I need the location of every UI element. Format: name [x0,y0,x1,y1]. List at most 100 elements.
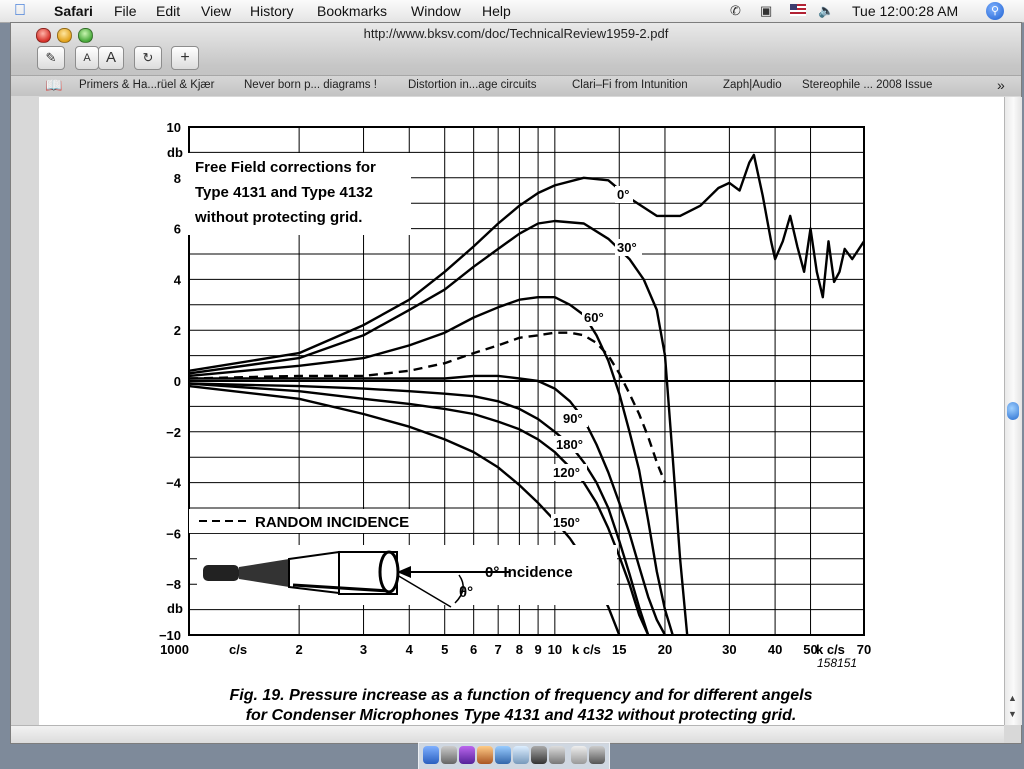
preferences-dock-icon[interactable] [549,746,565,764]
incidence-label: 0° Incidence [485,564,573,581]
document-dock-icon[interactable] [571,746,587,764]
vertical-scrollbar[interactable]: ▲ ▼ [1004,97,1022,725]
menu-edit[interactable]: Edit [156,3,181,19]
legend-random-incidence: RANDOM INCIDENCE [255,514,409,531]
finder-dock-icon[interactable] [423,746,439,764]
menu-window[interactable]: Window [411,3,461,19]
bookmark-item[interactable]: Distortion in...age circuits [408,79,537,91]
x-tick-label: 70 [857,642,871,657]
title-bar[interactable]: http://www.bksv.com/doc/TechnicalReview1… [11,23,1021,96]
x-tick-label: 30 [722,642,736,657]
y-tick-label: 10 [167,120,181,135]
series-line [188,331,667,484]
annotation-line-2: Type 4131 and Type 4132 [195,184,373,201]
itunes-dock-icon[interactable] [459,746,475,764]
series-line [188,153,866,372]
x-tick-label: 7 [495,642,502,657]
add-bookmark-button[interactable]: + [171,46,199,70]
caption-line-1: Fig. 19. Pressure increase as a function… [230,687,813,704]
series-label: 120° [553,465,580,480]
apple-menu-icon[interactable]:  [14,2,26,20]
menubar-clock[interactable]: Tue 12:00:28 AM [852,3,959,19]
app-dock-icon[interactable] [531,746,547,764]
series-line [188,295,674,636]
dock [418,742,610,769]
zoom-window-button[interactable] [78,28,93,43]
series-line [188,219,689,636]
microphone-illustration [197,545,617,608]
pdf-content[interactable]: −10 −8 −6 −4 −2 0 2 4 6 8 10 1000 2 3 4 5 6 7 8 9 10 15 20 30 4… [39,97,1004,725]
display-icon[interactable]: ▣ [760,3,773,18]
bookmarks-overflow-chevron-icon[interactable]: » [997,77,1005,93]
flag-icon[interactable] [790,3,806,18]
bookmarks-book-icon[interactable]: 📖 [45,77,63,93]
menu-file[interactable]: File [114,3,137,19]
bookmark-item[interactable]: Zaph|Audio [723,79,782,91]
x-tick-label: 4 [406,642,414,657]
theta-label: θ° [459,584,473,601]
series-label-bg [551,514,587,531]
x-tick-label: 20 [658,642,672,657]
annotation-line-1: Free Field corrections for [195,159,376,176]
x-unit-label-mid: k c/s [572,642,601,657]
bookmark-item[interactable]: Clari–Fi from Intunition [572,79,688,91]
bookmark-item[interactable]: Stereophile ... 2008 Issue [802,79,933,91]
chart-series: 0° 30° 60° 90° 180° 120° 150° [188,153,866,636]
bookmark-item[interactable]: Never born p... diagrams ! [244,79,377,91]
x-tick-label: 2 [296,642,303,657]
series-label-bg [615,239,642,256]
trash-dock-icon[interactable] [589,746,605,764]
figure-id-label: 158151 [817,656,857,670]
scroll-up-arrow-icon[interactable]: ▲ [1008,693,1017,703]
y-tick-label: 8 [174,171,181,186]
bookmarks-bar: 📖 Primers & Ha...rüel & Kjær Never born … [11,75,1021,96]
mail-dock-icon[interactable] [495,746,511,764]
series-label-bg [582,309,609,326]
text-smaller-button[interactable]: A [75,46,99,70]
y-tick-label: −10 [159,628,181,643]
series-label-bg [551,464,587,481]
spotlight-search-icon[interactable]: ⚲ [986,2,1004,20]
x-tick-label: 10 [548,642,562,657]
phone-icon[interactable]: ✆ [730,3,741,18]
series-label-bg [561,410,588,427]
volume-icon[interactable]: 🔈 [818,3,835,18]
safari-dock-icon[interactable] [513,746,529,764]
photo-dock-icon[interactable] [477,746,493,764]
caption-line-2: for Condenser Microphones Type 4131 and … [246,707,797,724]
x-tick-label: 40 [768,642,782,657]
menu-app-name[interactable]: Safari [54,3,93,19]
y-tick-label: −6 [166,526,181,541]
close-window-button[interactable] [36,28,51,43]
menu-bar:  Safari File Edit View History Bookmark… [0,0,1024,23]
y-tick-label: 6 [174,222,181,237]
scroll-down-arrow-icon[interactable]: ▼ [1008,709,1017,719]
x-unit-label-right: k c/s [816,642,845,657]
y-tick-label: 2 [174,323,181,338]
text-larger-button[interactable]: A [98,46,124,70]
menu-view[interactable]: View [201,3,232,19]
y-axis-tick-labels: −10 −8 −6 −4 −2 0 2 4 6 8 10 [159,120,182,643]
series-line [188,382,650,636]
y-tick-label: −2 [166,425,181,440]
x-tick-label: 5 [441,642,448,657]
edit-bookmarks-button[interactable]: ✎ [37,46,65,70]
annotation-line-3: without protecting grid. [194,209,362,226]
series-label: 180° [556,437,583,452]
x-tick-label: 6 [470,642,477,657]
scroll-thumb[interactable] [1007,402,1019,420]
x-tick-label: 9 [534,642,541,657]
menu-history[interactable]: History [250,3,294,19]
browser-window: http://www.bksv.com/doc/TechnicalReview1… [10,22,1022,744]
horizontal-scrollbar[interactable] [11,725,1004,743]
y-tick-label: −8 [166,577,181,592]
menu-bookmarks[interactable]: Bookmarks [317,3,388,19]
x-tick-label: 1000 [160,642,189,657]
reload-button[interactable]: ↻ [134,46,162,70]
bookmark-item[interactable]: Primers & Ha...rüel & Kjær [79,79,215,91]
menu-help[interactable]: Help [482,3,511,19]
window-title-url: http://www.bksv.com/doc/TechnicalReview1… [363,26,669,41]
series-label-bg [615,186,633,203]
minimize-window-button[interactable] [57,28,72,43]
dashboard-dock-icon[interactable] [441,746,457,764]
